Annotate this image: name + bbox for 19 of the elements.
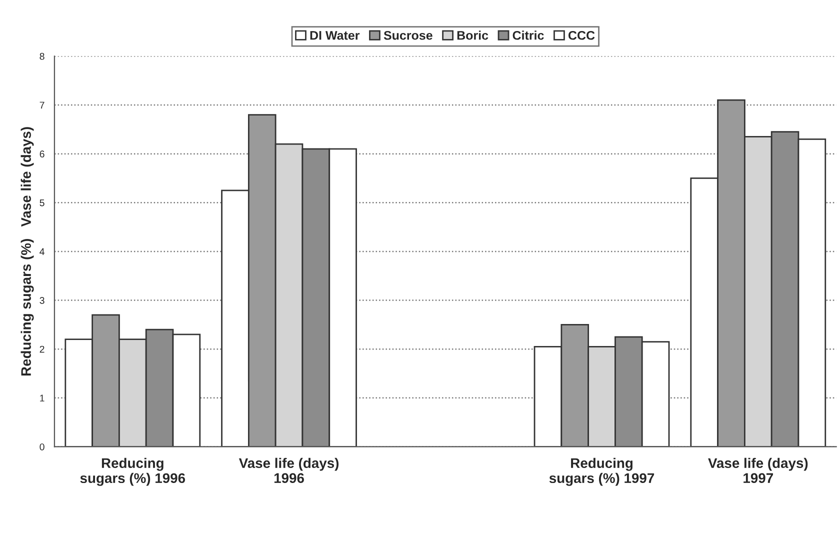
y-tick-label: 5 xyxy=(40,199,44,206)
y-tick-label: 0 xyxy=(40,443,44,450)
y-tick-label: 8 xyxy=(40,52,44,60)
x-tick-label: Reducing sugars (%) 1997 xyxy=(549,458,654,486)
legend-label: Boric xyxy=(457,30,488,40)
y-tick-label: 2 xyxy=(40,346,44,353)
y-tick-label: 1 xyxy=(40,394,44,402)
legend-label: Sucrose xyxy=(384,30,432,40)
y-tick-label: 6 xyxy=(40,150,44,158)
y-tick-label: 7 xyxy=(40,102,44,109)
y-axis-title: Reducing sugars (%) Vase life (days) xyxy=(20,127,34,376)
legend-label: DI Water xyxy=(310,31,360,40)
legend-label: CCC xyxy=(568,30,595,40)
x-tick-label: Vase life (days) 1997 xyxy=(708,458,808,483)
x-tick-label: Vase life (days) 1996 xyxy=(238,458,339,483)
x-tick-label: Reducing sugars (%) 1996 xyxy=(80,458,186,486)
legend-label: Citric xyxy=(512,30,544,40)
y-tick-label: 4 xyxy=(40,248,44,255)
y-tick-label: 3 xyxy=(40,297,44,304)
